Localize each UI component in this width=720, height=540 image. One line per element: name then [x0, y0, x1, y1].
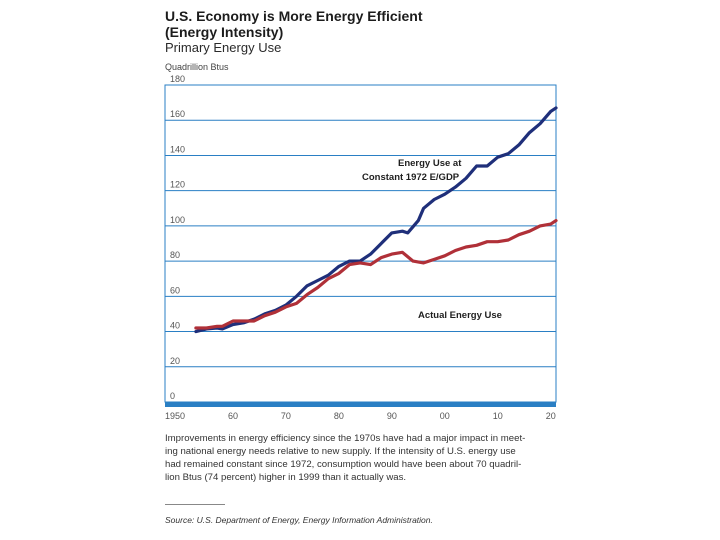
y-tick-label: 80 [170, 250, 180, 260]
annotation-label: Energy Use at [398, 158, 462, 169]
caption-line: Improvements in energy efficiency since … [165, 433, 526, 444]
chart-title-line: U.S. Economy is More Energy Efficient [165, 8, 423, 24]
y-tick-label: 160 [170, 109, 185, 119]
x-tick-label: 1950 [165, 411, 185, 421]
x-axis-bar [165, 402, 556, 407]
x-tick-label: 90 [387, 411, 397, 421]
y-tick-label: 140 [170, 144, 185, 154]
chart-caption: Improvements in energy efficiency since … [165, 432, 565, 484]
chart-subtitle: Primary Energy Use [165, 40, 282, 55]
x-tick-label: 00 [440, 411, 450, 421]
chart-title-line: (Energy Intensity) [165, 24, 284, 40]
y-tick-label: 120 [170, 180, 185, 190]
caption-line: lion Btus (74 percent) higher in 1999 th… [165, 472, 407, 483]
y-tick-label: 0 [170, 391, 175, 401]
x-tick-label: 80 [334, 411, 344, 421]
x-tick-label: 10 [493, 411, 503, 421]
caption-line: had remained constant since 1972, consum… [165, 459, 522, 470]
y-tick-label: 180 [170, 74, 185, 84]
x-tick-label: 20 [546, 411, 556, 421]
annotation-label: Actual Energy Use [418, 310, 502, 321]
source-note: Source: U.S. Department of Energy, Energ… [165, 515, 433, 525]
y-tick-label: 20 [170, 356, 180, 366]
annotation-label: Constant 1972 E/GDP [362, 172, 460, 183]
y-tick-label: 40 [170, 321, 180, 331]
x-tick-label: 60 [228, 411, 238, 421]
y-tick-label: 60 [170, 285, 180, 295]
caption-line: ing national energy needs relative to ne… [165, 446, 516, 457]
source-divider [165, 504, 225, 505]
series-line [194, 219, 558, 330]
plot-frame [164, 84, 557, 403]
x-tick-label: 70 [281, 411, 291, 421]
series-line [194, 106, 558, 334]
chart-title: U.S. Economy is More Energy Efficient (E… [165, 8, 423, 40]
y-axis-units-label: Quadrillion Btus [165, 62, 229, 72]
y-tick-label: 100 [170, 215, 185, 225]
